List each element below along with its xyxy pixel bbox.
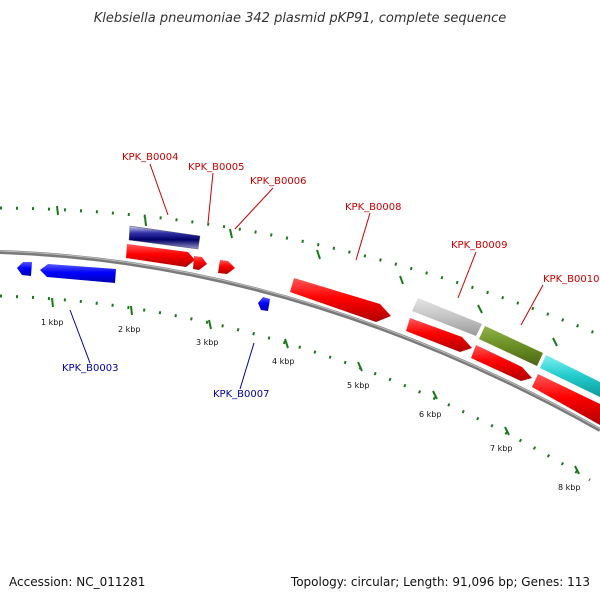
inner-major-tick [504, 426, 510, 436]
gene-kpk-b0008[interactable] [290, 278, 391, 322]
scale-label: 8 kbp [558, 483, 580, 492]
leader-lines [69, 163, 544, 390]
scale-label: 5 kbp [347, 381, 369, 390]
feature-gray[interactable] [412, 298, 482, 336]
gene-label-kpk-b0009[interactable]: KPK_B0009 [451, 240, 507, 251]
reverse-strand-genes [17, 262, 270, 311]
gene-kpk-b0007[interactable] [258, 297, 270, 311]
scale-label: 2 kbp [118, 325, 140, 334]
gene-label-kpk-b0005[interactable]: KPK_B0005 [188, 162, 244, 173]
feature-navy[interactable] [128, 225, 201, 250]
scale-label: 7 kbp [490, 444, 512, 453]
inner-major-tick [432, 390, 438, 400]
inner-major-tick [284, 338, 289, 349]
gene-kpk-b0009[interactable] [406, 318, 472, 352]
outer-tick-ring [0, 205, 600, 347]
gene-kpk-b0010[interactable] [471, 345, 532, 381]
inner-tick-ring [0, 294, 591, 482]
outer-major-tick [229, 228, 233, 239]
leader-line-kpk-b0004 [149, 163, 169, 216]
gene-label-kpk-b0006[interactable]: KPK_B0006 [250, 176, 306, 187]
gene-labels: KPK_B0003 KPK_B0004 KPK_B0005 KPK_B0006 … [62, 152, 599, 400]
gene-kpk-b0004[interactable] [126, 244, 195, 267]
gene-kpk-b0002[interactable] [17, 262, 32, 276]
leader-line-kpk-b0008 [355, 212, 371, 261]
forward-strand-genes [126, 244, 600, 425]
inner-major-tick [357, 361, 363, 372]
inner-major-tick [208, 319, 212, 330]
gene-label-kpk-b0010[interactable]: KPK_B0010 [543, 274, 599, 285]
gene-kpk-b0006[interactable] [218, 260, 235, 274]
scale-label: 4 kbp [272, 357, 294, 366]
leader-line-kpk-b0009 [457, 251, 477, 299]
outer-major-tick [552, 337, 558, 347]
outer-major-tick [477, 304, 483, 314]
scale-labels: 1 kbp 2 kbp 3 kbp 4 kbp 5 kbp 6 kbp 7 kb… [41, 318, 580, 492]
leader-line-kpk-b0007 [239, 342, 255, 390]
feature-olive[interactable] [479, 326, 543, 366]
inner-major-tick [574, 465, 580, 475]
inner-major-tick [130, 305, 133, 316]
gene-label-kpk-b0007[interactable]: KPK_B0007 [213, 389, 269, 400]
gene-kpk-b0005[interactable] [193, 256, 207, 270]
gene-label-kpk-b0003[interactable]: KPK_B0003 [62, 363, 118, 374]
scale-label: 1 kbp [41, 318, 63, 327]
gene-kpk-b0003[interactable] [40, 264, 116, 283]
plasmid-backbone [0, 250, 600, 432]
outer-major-tick [144, 216, 147, 227]
leader-line-kpk-b0005 [207, 172, 214, 224]
map-title: Klebsiella pneumoniae 342 plasmid pKP91,… [94, 11, 507, 26]
outer-major-tick [316, 249, 321, 260]
outer-major-tick [399, 275, 404, 285]
leader-line-kpk-b0010 [520, 284, 544, 326]
accession-label: Accession: NC_011281 [9, 575, 145, 589]
feature-track-outer [128, 225, 600, 397]
inner-major-tick [51, 297, 54, 308]
scale-label: 6 kbp [419, 410, 441, 419]
gene-label-kpk-b0004[interactable]: KPK_B0004 [122, 152, 178, 163]
scale-label: 3 kbp [196, 338, 218, 347]
gene-kpk-b0011[interactable] [532, 374, 600, 425]
gene-label-kpk-b0008[interactable]: KPK_B0008 [345, 202, 401, 213]
outer-major-tick [56, 205, 59, 216]
leader-line-kpk-b0006 [234, 187, 274, 230]
leader-line-kpk-b0003 [69, 309, 91, 364]
feature-cyan[interactable] [540, 355, 600, 397]
topology-summary: Topology: circular; Length: 91,096 bp; G… [290, 575, 590, 589]
